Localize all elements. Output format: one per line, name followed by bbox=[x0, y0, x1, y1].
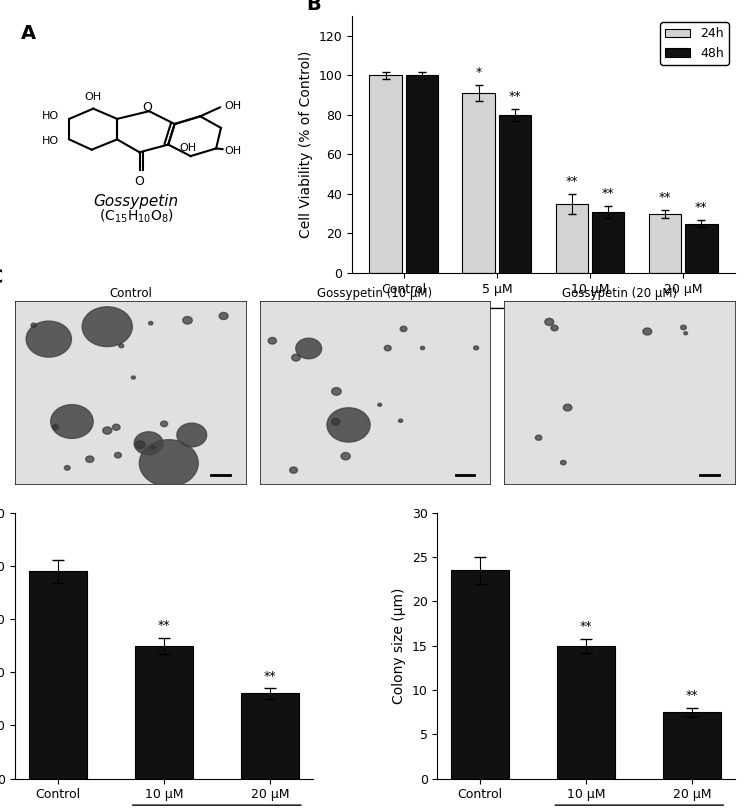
Bar bbox=[499, 115, 531, 272]
Circle shape bbox=[82, 307, 132, 346]
Bar bbox=[369, 75, 402, 272]
Circle shape bbox=[160, 421, 168, 427]
Circle shape bbox=[31, 323, 36, 328]
Circle shape bbox=[563, 404, 572, 411]
Circle shape bbox=[118, 344, 124, 348]
Circle shape bbox=[421, 346, 424, 350]
Circle shape bbox=[474, 346, 478, 350]
Circle shape bbox=[51, 405, 93, 439]
Circle shape bbox=[332, 418, 340, 425]
Bar bbox=[663, 712, 722, 779]
Bar bbox=[556, 204, 588, 272]
Title: Control: Control bbox=[109, 287, 152, 300]
Circle shape bbox=[643, 328, 652, 335]
Bar bbox=[592, 212, 625, 272]
Text: (C$_{15}$H$_{10}$O$_{8}$): (C$_{15}$H$_{10}$O$_{8}$) bbox=[99, 208, 174, 225]
Title: Gossypetin (20 μM): Gossypetin (20 μM) bbox=[562, 287, 677, 300]
Bar bbox=[134, 646, 193, 779]
Circle shape bbox=[290, 467, 298, 474]
Circle shape bbox=[131, 376, 135, 380]
Text: A: A bbox=[22, 24, 37, 43]
Circle shape bbox=[140, 440, 198, 487]
Circle shape bbox=[551, 325, 558, 331]
Circle shape bbox=[560, 461, 566, 465]
Text: **: ** bbox=[580, 620, 592, 633]
Y-axis label: Cell Viability (% of Control): Cell Viability (% of Control) bbox=[298, 51, 313, 238]
Circle shape bbox=[115, 453, 122, 458]
Text: **: ** bbox=[263, 670, 276, 683]
Text: C: C bbox=[0, 268, 4, 287]
Circle shape bbox=[341, 453, 350, 460]
Text: OH: OH bbox=[85, 92, 102, 102]
Circle shape bbox=[296, 338, 322, 358]
Bar bbox=[685, 224, 718, 272]
Text: **: ** bbox=[695, 200, 707, 213]
Circle shape bbox=[378, 403, 382, 406]
Circle shape bbox=[536, 436, 542, 440]
Circle shape bbox=[53, 425, 58, 430]
Circle shape bbox=[684, 332, 688, 335]
Text: O: O bbox=[134, 175, 145, 188]
Text: **: ** bbox=[509, 90, 521, 103]
Circle shape bbox=[400, 326, 407, 332]
Circle shape bbox=[268, 337, 277, 344]
Circle shape bbox=[103, 427, 112, 434]
Circle shape bbox=[384, 345, 392, 351]
Text: **: ** bbox=[158, 620, 170, 633]
Bar bbox=[28, 571, 87, 779]
Text: *: * bbox=[476, 67, 482, 79]
Bar bbox=[406, 75, 438, 272]
Circle shape bbox=[332, 388, 341, 395]
Text: OH: OH bbox=[224, 146, 242, 156]
Bar bbox=[241, 693, 299, 779]
Bar bbox=[451, 570, 509, 779]
Circle shape bbox=[219, 312, 228, 320]
Text: Gossypetin: Gossypetin bbox=[94, 194, 179, 208]
Bar bbox=[463, 93, 495, 272]
Title: Gossypetin (10 μM): Gossypetin (10 μM) bbox=[317, 287, 433, 300]
Bar bbox=[649, 213, 681, 272]
Circle shape bbox=[148, 321, 153, 325]
Text: **: ** bbox=[658, 191, 671, 204]
Circle shape bbox=[135, 441, 145, 448]
Y-axis label: Colony size (μm): Colony size (μm) bbox=[392, 587, 406, 704]
Bar bbox=[557, 646, 616, 779]
Circle shape bbox=[112, 424, 120, 431]
Circle shape bbox=[64, 466, 70, 470]
Text: **: ** bbox=[686, 689, 698, 702]
Circle shape bbox=[183, 316, 192, 324]
Circle shape bbox=[177, 423, 207, 447]
Legend: 24h, 48h: 24h, 48h bbox=[660, 23, 729, 65]
Circle shape bbox=[327, 408, 370, 442]
Text: OH: OH bbox=[179, 143, 196, 152]
Text: O: O bbox=[142, 101, 152, 114]
Text: HO: HO bbox=[42, 111, 59, 122]
Text: **: ** bbox=[602, 187, 614, 200]
Text: **: ** bbox=[566, 175, 578, 188]
Circle shape bbox=[292, 354, 300, 361]
Circle shape bbox=[151, 445, 154, 448]
Circle shape bbox=[86, 456, 94, 462]
Text: HO: HO bbox=[42, 135, 59, 146]
Text: Gossypetin: Gossypetin bbox=[551, 318, 628, 333]
Circle shape bbox=[134, 431, 163, 455]
Circle shape bbox=[680, 325, 686, 330]
Circle shape bbox=[398, 419, 403, 423]
Text: B: B bbox=[306, 0, 320, 14]
Circle shape bbox=[544, 319, 554, 325]
Text: OH: OH bbox=[224, 101, 242, 111]
Circle shape bbox=[26, 321, 71, 357]
